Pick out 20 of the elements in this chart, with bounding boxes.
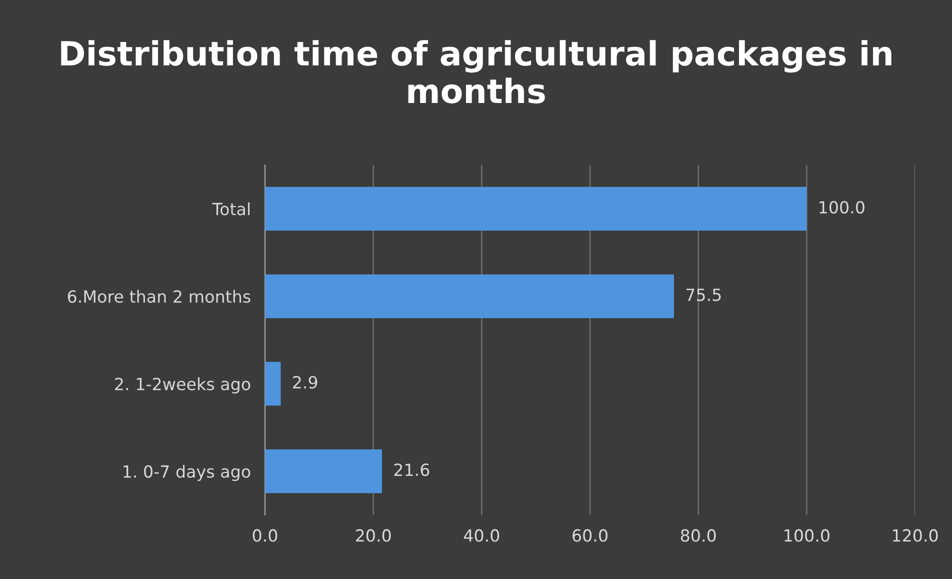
y-tick-label: 1. 0-7 days ago xyxy=(124,464,250,482)
x-tick-label: 40.0 xyxy=(464,529,500,542)
data-label: 21.6 xyxy=(394,463,430,476)
x-tick-label: 80.0 xyxy=(680,529,716,542)
y-tick-label: Total xyxy=(212,202,250,216)
y-tick-label: 6.More than 2 months xyxy=(68,290,250,303)
bar xyxy=(265,186,807,231)
bar xyxy=(265,449,382,494)
data-label: 75.5 xyxy=(686,288,721,302)
chart-title: Distribution time of agricultural packages in months xyxy=(61,40,892,104)
bar xyxy=(265,362,281,406)
x-tick-label: 120.0 xyxy=(892,529,938,542)
x-tick-label: 20.0 xyxy=(356,529,391,542)
x-tick-label: 60.0 xyxy=(572,529,608,542)
data-label: 2.9 xyxy=(293,376,318,389)
x-tick-label: 100.0 xyxy=(784,529,830,542)
bar xyxy=(265,274,674,318)
data-label: 100.0 xyxy=(820,200,864,214)
y-tick-label: 2. 1-2weeks ago xyxy=(115,377,250,394)
x-tick-label: 0.0 xyxy=(252,529,278,542)
